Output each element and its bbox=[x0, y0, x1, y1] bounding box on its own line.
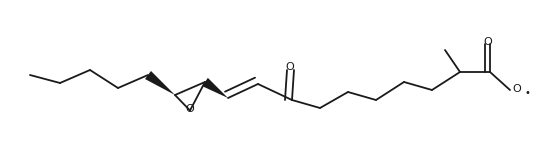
Text: O: O bbox=[286, 62, 294, 72]
Polygon shape bbox=[145, 71, 175, 95]
Text: O: O bbox=[512, 84, 521, 94]
Polygon shape bbox=[202, 78, 228, 98]
Text: O: O bbox=[186, 105, 195, 114]
Text: •: • bbox=[524, 88, 530, 98]
Text: O: O bbox=[483, 37, 492, 47]
